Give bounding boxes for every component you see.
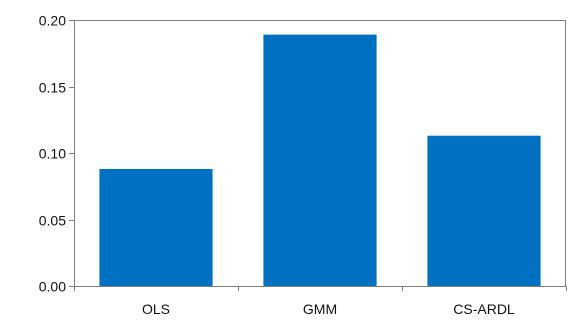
y-tick-label: 0.00 bbox=[39, 279, 66, 295]
bar-ols bbox=[99, 168, 213, 286]
y-tick-label: 0.20 bbox=[39, 13, 66, 29]
plot-area-border bbox=[74, 20, 566, 287]
y-tick-label: 0.15 bbox=[39, 80, 66, 96]
y-axis-ticks: 0.00 0.05 0.10 0.15 0.20 bbox=[39, 13, 74, 295]
bar-gmm bbox=[263, 34, 377, 286]
y-tick-label: 0.05 bbox=[39, 213, 66, 229]
y-tick-label: 0.10 bbox=[39, 146, 66, 162]
plot-frame bbox=[74, 20, 566, 287]
x-axis-ticks: OLS GMM CS-ARDL bbox=[74, 286, 567, 317]
x-tick-label: CS-ARDL bbox=[453, 301, 515, 317]
x-tick-label: GMM bbox=[303, 301, 337, 317]
x-tick-label: OLS bbox=[142, 301, 170, 317]
bars bbox=[99, 34, 541, 286]
bar-cs-ardl bbox=[427, 135, 541, 286]
